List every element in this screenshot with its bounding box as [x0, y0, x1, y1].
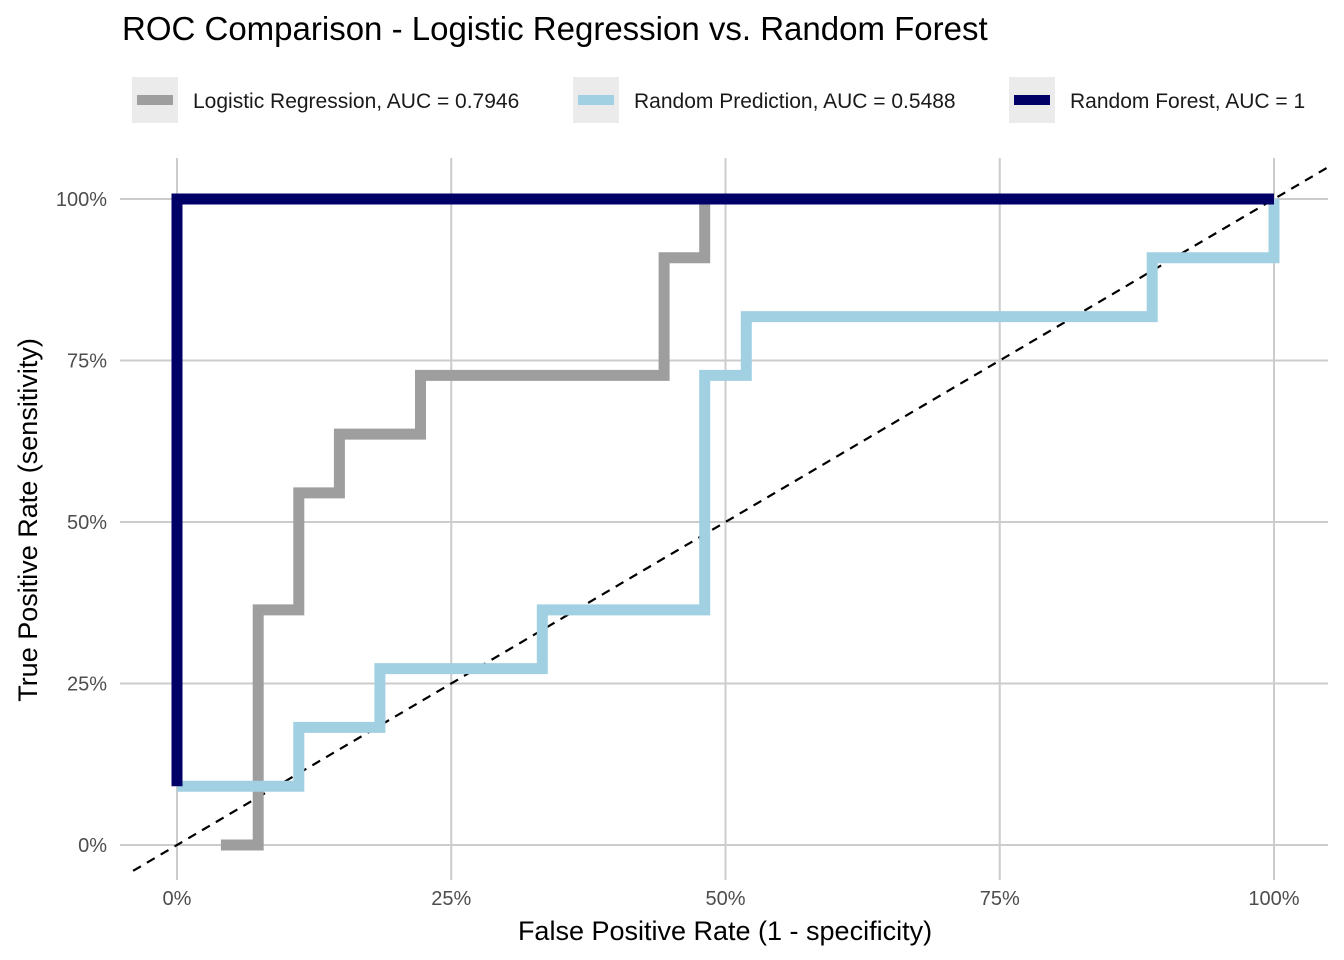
legend-label: Random Forest, AUC = 1: [1070, 90, 1305, 113]
y-tick-label: 100%: [56, 189, 107, 211]
y-tick-label: 75%: [67, 351, 107, 373]
y-axis-ticks: 0% 25% 50% 75% 100%: [56, 189, 107, 857]
y-axis-title: True Positive Rate (sensitivity): [13, 338, 43, 702]
legend-item: Random Prediction, AUC = 0.5488: [573, 77, 956, 123]
x-tick-label: 100%: [1248, 888, 1299, 910]
x-axis-title: False Positive Rate (1 - specificity): [518, 916, 932, 946]
reference-line: [132, 165, 1330, 872]
legend-label: Random Prediction, AUC = 0.5488: [634, 90, 956, 113]
series-line-2: [177, 199, 1280, 792]
reference-diagonal: [132, 165, 1330, 872]
x-axis-ticks: 0% 25% 50% 75% 100%: [163, 888, 1300, 910]
x-tick-label: 50%: [705, 888, 745, 910]
y-tick-label: 25%: [67, 674, 107, 696]
chart-title: ROC Comparison - Logistic Regression vs.…: [122, 10, 988, 47]
legend-item: Random Forest, AUC = 1: [1009, 77, 1305, 123]
y-tick-label: 0%: [78, 835, 107, 857]
x-tick-label: 25%: [431, 888, 471, 910]
series-line-3: [171, 193, 1274, 787]
series-line-1: [220, 199, 711, 851]
legend: Logistic Regression, AUC = 0.7946 Random …: [132, 77, 1305, 123]
series-lines: [171, 193, 1280, 851]
legend-item: Logistic Regression, AUC = 0.7946: [132, 77, 519, 123]
y-tick-label: 50%: [67, 512, 107, 534]
x-tick-label: 0%: [163, 888, 192, 910]
legend-label: Logistic Regression, AUC = 0.7946: [193, 90, 519, 113]
x-tick-label: 75%: [980, 888, 1020, 910]
